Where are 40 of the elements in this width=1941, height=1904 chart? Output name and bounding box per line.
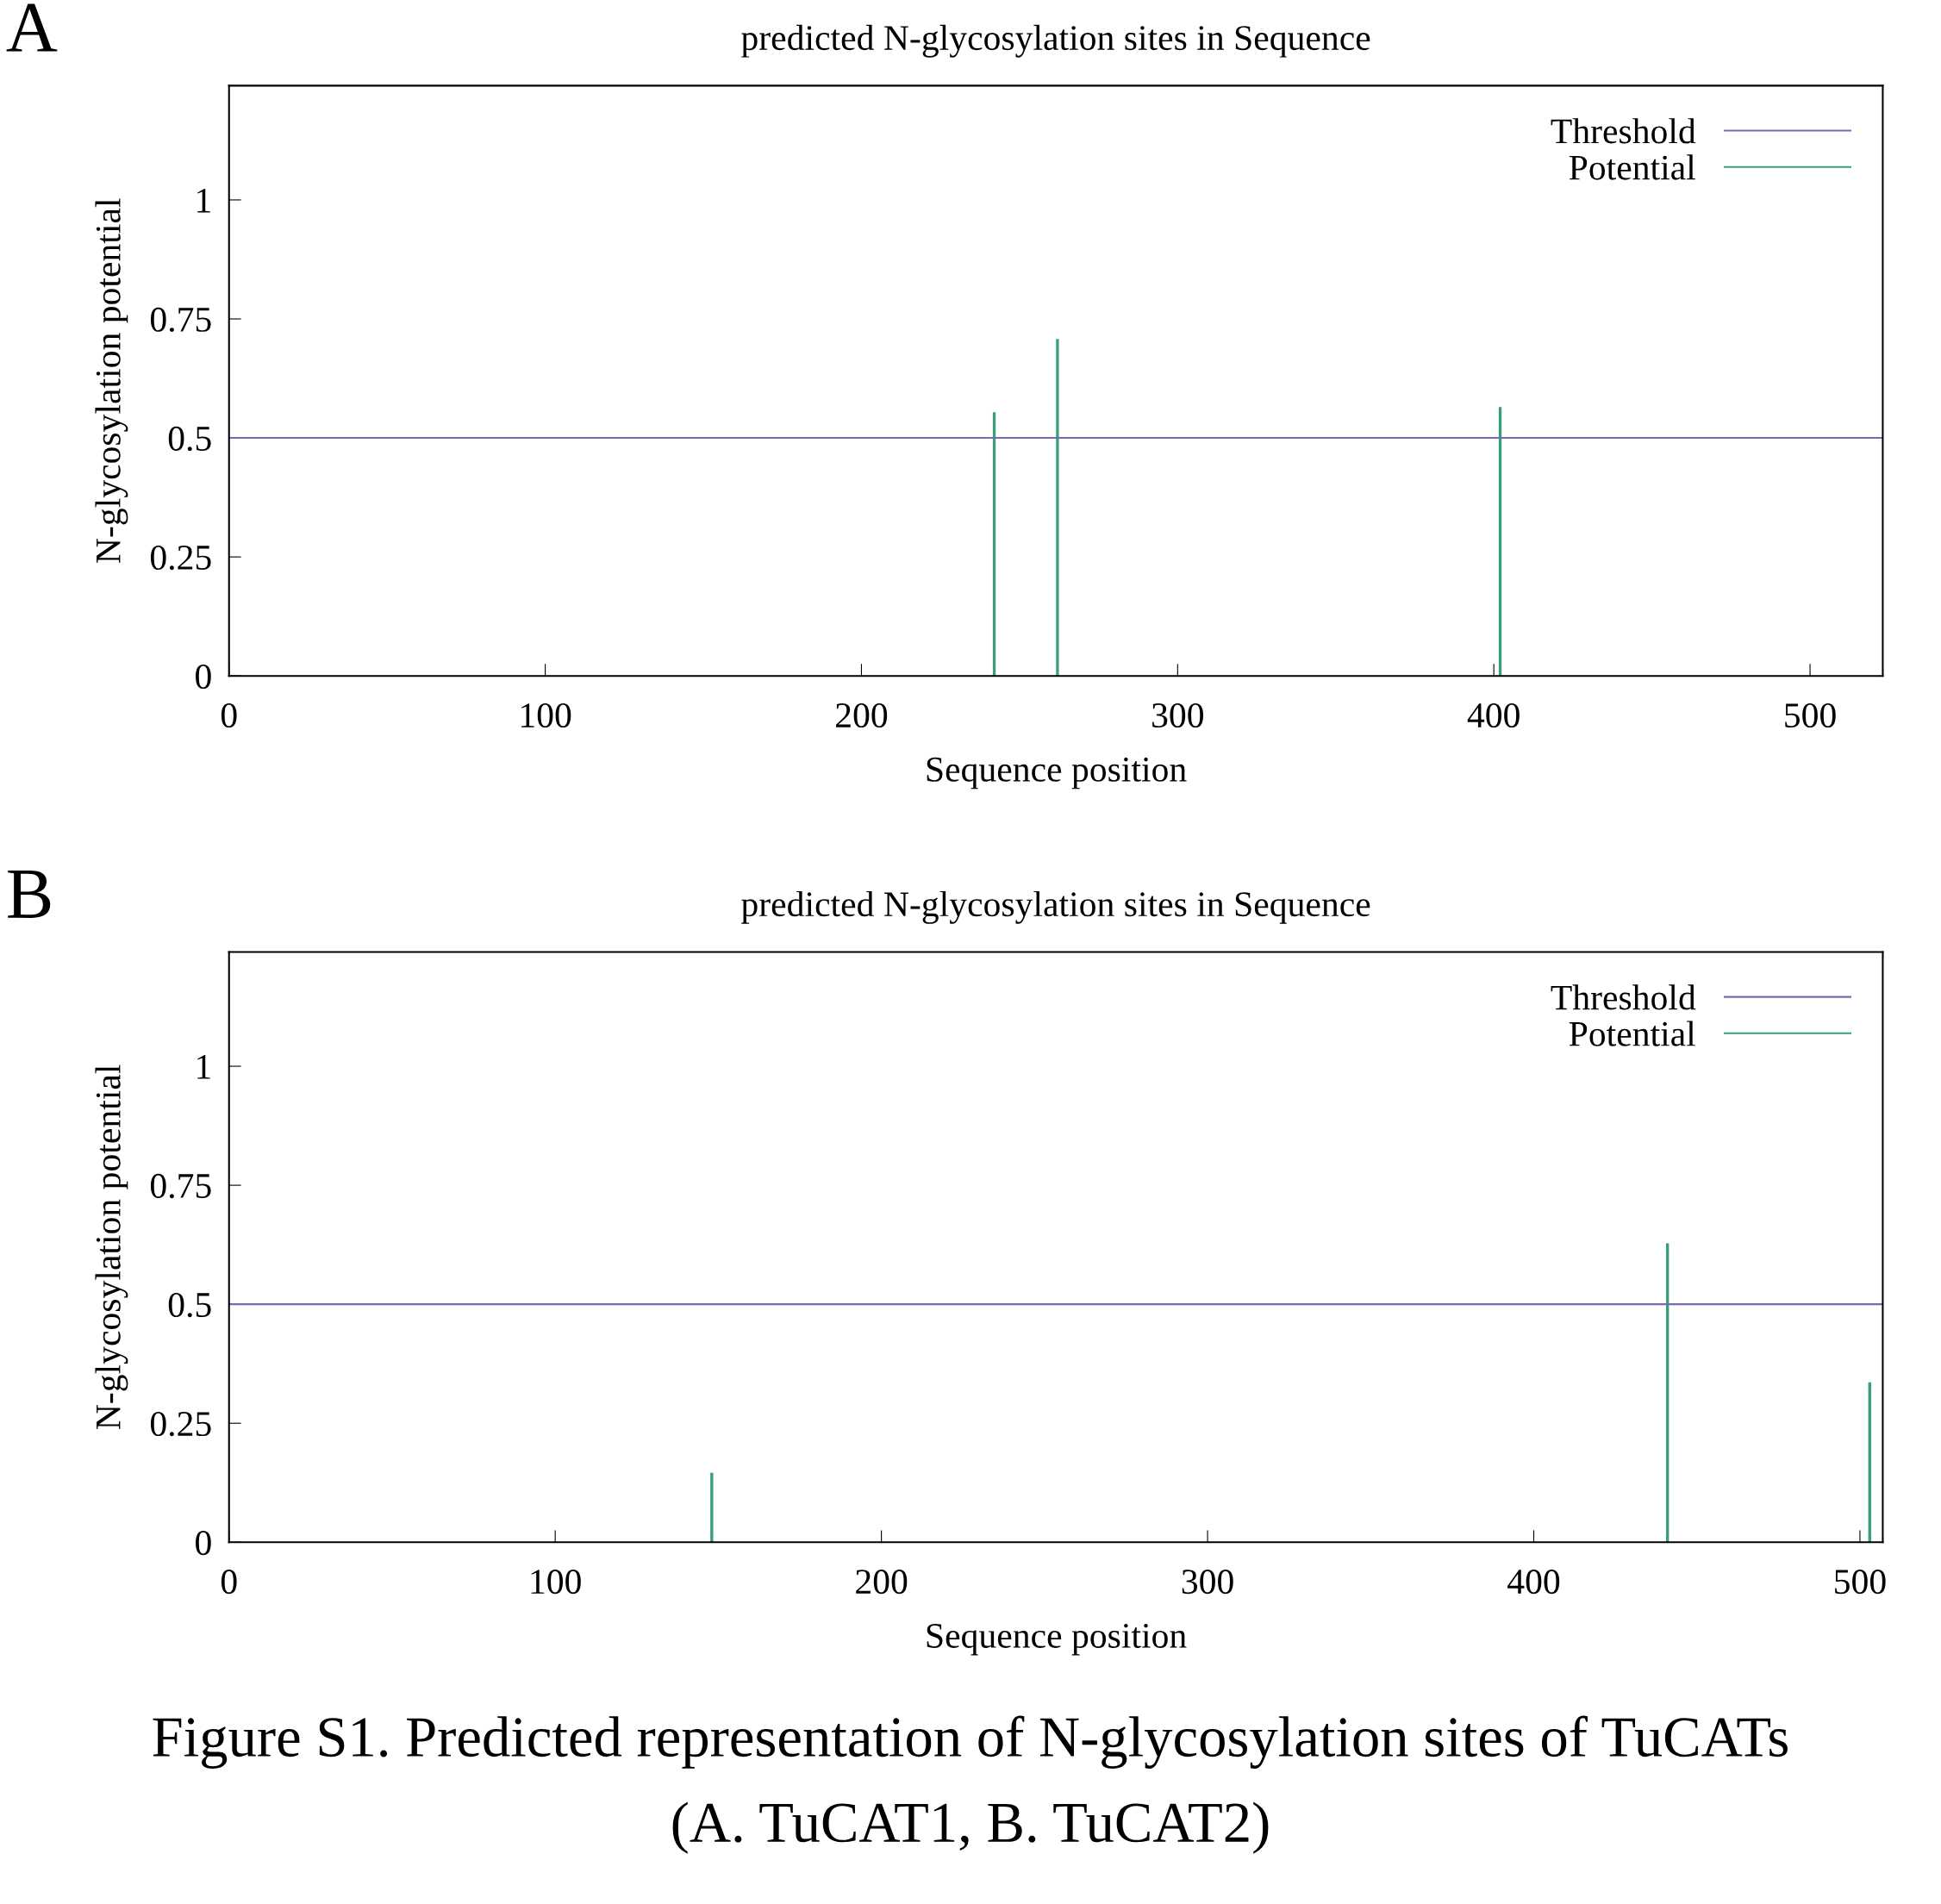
x-tick-label: 0 <box>221 702 237 728</box>
y-axis-title: N-glycosylation potential <box>95 198 128 563</box>
y-tick-label: 1 <box>197 1054 210 1079</box>
y-axis-title: N-glycosylation potential <box>95 1064 128 1430</box>
x-tick-label: 200 <box>856 1570 908 1595</box>
x-tick-label: 300 <box>1152 702 1203 728</box>
y-tick-label: 0.5 <box>168 426 211 452</box>
x-tick-label: 300 <box>1182 1570 1233 1595</box>
caption: Figure S1. Predicted representation of N-glycosylation sites of TuCATs <box>153 1715 1788 1769</box>
x-tick-label: 500 <box>1785 702 1836 728</box>
x-axis-title: Sequence position <box>927 1623 1187 1656</box>
y-tick-label: 0 <box>196 1531 211 1556</box>
y-tick-label: 0 <box>196 664 211 690</box>
x-tick-label: 400 <box>1467 702 1520 728</box>
bar <box>1056 339 1059 677</box>
legend-label: Threshold <box>1551 984 1696 1010</box>
y-tick-label: 0.5 <box>168 1292 211 1318</box>
legend-label: Threshold <box>1551 118 1696 144</box>
bar <box>992 412 996 677</box>
y-tick-label: 0.25 <box>150 1411 211 1437</box>
x-tick-label: 0 <box>221 1570 237 1595</box>
y-tick-label: 1 <box>197 188 210 213</box>
chart-title: predicted N-glycosylation sites in Sequence <box>741 890 1370 924</box>
x-tick-label: 400 <box>1507 1570 1560 1595</box>
bar <box>1498 407 1502 677</box>
bar <box>710 1472 714 1543</box>
x-tick-label: 200 <box>836 702 888 728</box>
legend-label: Potential <box>1569 1021 1695 1046</box>
legend-label: Potential <box>1569 154 1695 180</box>
text: A <box>6 3 58 52</box>
x-axis-title: Sequence position <box>927 757 1187 790</box>
chart-title: predicted N-glycosylation sites in Sequence <box>741 24 1370 58</box>
x-tick-label: 500 <box>1835 1570 1886 1595</box>
x-tick-label: 100 <box>521 702 571 728</box>
text: B <box>8 871 51 918</box>
y-tick-label: 0.75 <box>150 307 211 333</box>
x-tick-label: 100 <box>531 1570 581 1595</box>
y-tick-label: 0.25 <box>150 545 211 571</box>
text: (A. TuCAT1, B. TuCAT2) <box>672 1801 1269 1854</box>
y-tick-label: 0.75 <box>150 1173 211 1199</box>
